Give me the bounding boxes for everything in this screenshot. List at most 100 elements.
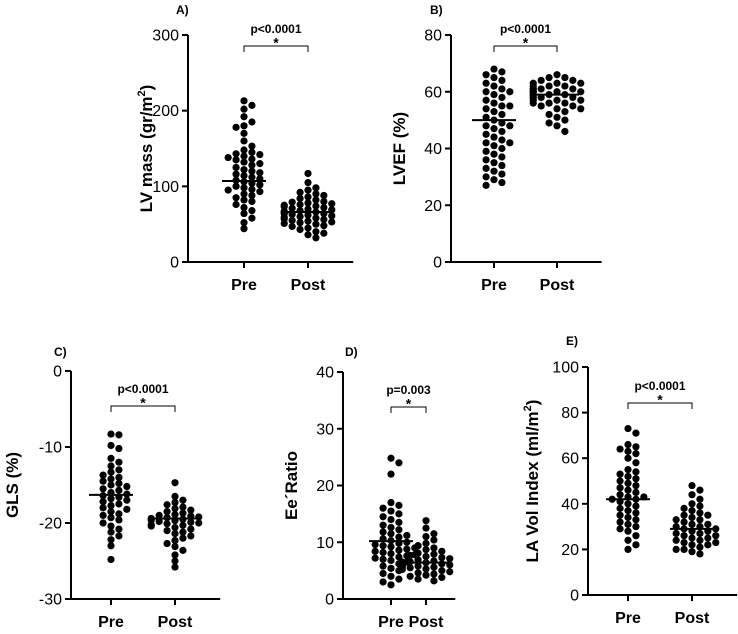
data-point-pre [498, 93, 506, 102]
p-value-label: p=0.003 [386, 383, 431, 397]
y-tick-label: 60 [561, 451, 579, 468]
p-value-label: p<0.0001 [117, 382, 168, 396]
data-point-pre [482, 71, 490, 79]
y-tick-label: 80 [561, 405, 579, 422]
significance-bracket [493, 45, 558, 52]
y-tick-label: 100 [152, 179, 179, 196]
data-point-pre [107, 462, 115, 470]
data-point-pre [248, 173, 256, 181]
data-point-pre [107, 514, 115, 522]
data-point-post [577, 88, 585, 96]
data-point-post [304, 178, 312, 187]
data-point-post [561, 73, 569, 82]
data-point-post [296, 188, 304, 196]
y-axis-title: LVEF (%) [390, 112, 409, 185]
data-point-post [304, 224, 312, 232]
data-point-post [304, 211, 312, 219]
y-axis-title: GLS (%) [3, 452, 22, 518]
data-point-post [320, 191, 328, 200]
data-point-post [320, 216, 328, 224]
data-point-post [712, 525, 720, 533]
data-point-post [414, 549, 422, 557]
data-point-pre [115, 458, 123, 466]
data-point-pre [395, 518, 403, 526]
data-point-post [704, 520, 712, 528]
data-point-post [422, 532, 430, 541]
data-point-pre [624, 500, 632, 508]
data-point-pre [490, 99, 498, 107]
data-point-post [304, 186, 312, 194]
data-point-post [328, 200, 336, 208]
data-point-pre [482, 130, 490, 138]
data-point-pre [482, 96, 490, 104]
data-point-pre [99, 471, 107, 479]
x-category-label-pre: Pre [98, 614, 124, 629]
data-point-post [696, 516, 704, 524]
data-point-pre [498, 127, 506, 136]
data-point-pre [482, 156, 490, 164]
data-point-pre [99, 485, 107, 493]
x-category-label-pre: Pre [481, 277, 507, 294]
data-point-pre [107, 522, 115, 530]
data-point-post [569, 76, 577, 84]
data-point-post [696, 536, 704, 544]
data-point-pre [387, 498, 395, 507]
data-point-post [430, 544, 438, 552]
y-tick-label: -30 [39, 592, 62, 609]
data-point-post [422, 524, 430, 532]
y-tick-label: 20 [316, 478, 334, 495]
data-point-post [171, 536, 179, 545]
data-point-pre [395, 501, 403, 509]
data-point-pre [115, 500, 123, 508]
data-point-post [171, 542, 179, 551]
data-point-pre [616, 518, 624, 526]
data-point-pre [248, 155, 256, 163]
data-point-pre [395, 533, 403, 541]
data-point-pre [107, 536, 115, 544]
data-point-post [696, 495, 704, 503]
data-point-pre [490, 176, 498, 184]
data-point-post [561, 116, 569, 124]
data-point-post [553, 122, 561, 130]
data-point-post [296, 219, 304, 227]
x-category-label-post: Post [409, 614, 444, 629]
data-point-pre [498, 144, 506, 153]
data-point-post [320, 203, 328, 212]
data-point-post [195, 519, 203, 527]
panel-a: A) 0 100 200 300 Pre Post LV mass (gr/m2) p<0.00… [136, 3, 354, 294]
data-point-pre [632, 459, 640, 467]
data-point-post [163, 527, 171, 535]
data-point-pre [482, 164, 490, 172]
y-tick-label: 0 [53, 364, 62, 381]
data-point-pre [624, 424, 632, 433]
data-point-pre [490, 167, 498, 175]
y-axis-title: LV mass (gr/m2) [136, 85, 156, 213]
y-tick-label: 0 [325, 592, 334, 609]
data-point-post [171, 511, 179, 519]
data-point-post [296, 225, 304, 234]
data-point-pre [232, 194, 240, 202]
data-point-post [422, 565, 430, 573]
data-point-post [553, 79, 561, 87]
data-point-pre [395, 510, 403, 518]
data-point-post [187, 525, 195, 533]
data-point-pre [240, 203, 248, 212]
y-tick-label: 10 [316, 535, 334, 552]
data-point-pre [387, 470, 395, 478]
data-point-post [288, 216, 296, 224]
y-tick-label: 80 [424, 28, 442, 45]
data-point-pre [123, 482, 131, 491]
data-point-pre [379, 548, 387, 557]
data-point-pre [498, 110, 506, 119]
data-point-pre [616, 525, 624, 533]
data-point-post [406, 572, 414, 580]
data-point-pre [498, 161, 506, 170]
data-point-pre [240, 172, 248, 180]
data-point-pre [371, 540, 379, 549]
data-point-pre [395, 575, 403, 583]
data-point-post [187, 506, 195, 514]
data-point-post [688, 534, 696, 542]
data-point-pre [232, 123, 240, 131]
data-point-post [288, 204, 296, 212]
